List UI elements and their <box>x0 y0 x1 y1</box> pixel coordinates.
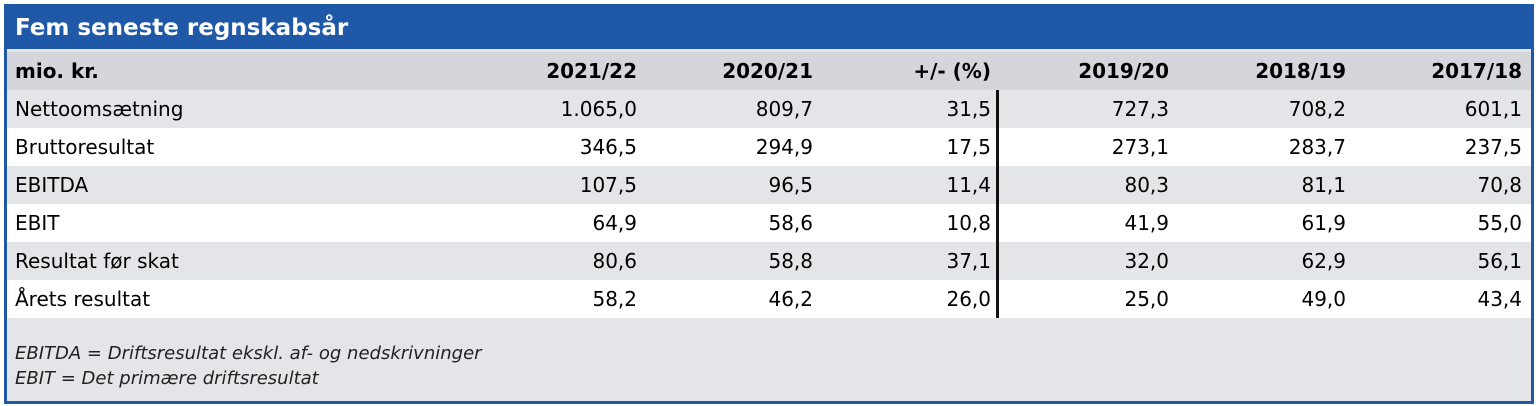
cell-value: 81,1 <box>1301 173 1346 197</box>
table-row: Årets resultat 58,2 46,2 26,0 25,0 49,0 43,4 <box>7 280 1531 318</box>
cell-value: 25,0 <box>1124 287 1169 311</box>
cell-value: 708,2 <box>1288 97 1346 121</box>
cell-value: 1.065,0 <box>560 97 637 121</box>
column-header: 2019/20 <box>1078 59 1169 83</box>
cell-value: 727,3 <box>1111 97 1169 121</box>
table-panel: Fem seneste regnskabsår mio. kr. 2021/22 2… <box>4 4 1534 404</box>
table-row: EBITDA 107,5 96,5 11,4 80,3 81,1 70,8 <box>7 166 1531 204</box>
cell-value: 283,7 <box>1288 135 1346 159</box>
panel-title: Fem seneste regnskabsår <box>7 7 1531 49</box>
cell-value: 49,0 <box>1301 287 1346 311</box>
cell-value: 58,8 <box>768 249 813 273</box>
cell-value: 294,9 <box>755 135 813 159</box>
cell-value: 61,9 <box>1301 211 1346 235</box>
cell-value: 10,8 <box>946 211 991 235</box>
cell-value: 64,9 <box>592 211 637 235</box>
cell-value: 11,4 <box>946 173 991 197</box>
column-header: mio. kr. <box>15 59 99 83</box>
column-header: 2017/18 <box>1431 59 1522 83</box>
cell-value: 17,5 <box>946 135 991 159</box>
cell-value: 601,1 <box>1464 97 1522 121</box>
footnote: EBIT = Det primære driftsresultat <box>15 368 319 389</box>
cell-value: 237,5 <box>1464 135 1522 159</box>
cell-value: 32,0 <box>1124 249 1169 273</box>
row-label: Bruttoresultat <box>15 135 155 159</box>
cell-value: 41,9 <box>1124 211 1169 235</box>
cell-value: 55,0 <box>1477 211 1522 235</box>
row-label: Resultat før skat <box>15 249 179 273</box>
cell-value: 46,2 <box>768 287 813 311</box>
cell-value: 26,0 <box>946 287 991 311</box>
row-label: EBITDA <box>15 173 89 197</box>
column-header: +/- (%) <box>913 59 991 83</box>
cell-value: 56,1 <box>1477 249 1522 273</box>
row-label: Årets resultat <box>15 287 151 311</box>
divider <box>996 90 999 318</box>
cell-value: 80,3 <box>1124 173 1169 197</box>
cell-value: 107,5 <box>579 173 637 197</box>
cell-value: 58,2 <box>592 287 637 311</box>
cell-value: 809,7 <box>755 97 813 121</box>
column-header: 2021/22 <box>546 59 637 83</box>
cell-value: 70,8 <box>1477 173 1522 197</box>
cell-value: 31,5 <box>946 97 991 121</box>
column-header: 2018/19 <box>1255 59 1346 83</box>
cell-value: 96,5 <box>768 173 813 197</box>
table-row: Nettoomsætning 1.065,0 809,7 31,5 727,3 708,2… <box>7 90 1531 128</box>
table-row: EBIT 64,9 58,6 10,8 41,9 61,9 55,0 <box>7 204 1531 242</box>
column-header: 2020/21 <box>722 59 813 83</box>
cell-value: 273,1 <box>1111 135 1169 159</box>
cell-value: 346,5 <box>579 135 637 159</box>
row-label: Nettoomsætning <box>15 97 184 121</box>
cell-value: 58,6 <box>768 211 813 235</box>
footnote: EBITDA = Driftsresultat ekskl. af- og ne… <box>15 343 482 364</box>
table-row: Bruttoresultat 346,5 294,9 17,5 273,1 283,7 23… <box>7 128 1531 166</box>
cell-value: 62,9 <box>1301 249 1346 273</box>
cell-value: 37,1 <box>946 249 991 273</box>
header-row: mio. kr. 2021/22 2020/21 +/- (%) 2019/20 2018… <box>7 52 1531 90</box>
table-row: Resultat før skat 80,6 58,8 37,1 32,0 62,9 56,… <box>7 242 1531 280</box>
cell-value: 43,4 <box>1477 287 1522 311</box>
row-label: EBIT <box>15 211 60 235</box>
cell-value: 80,6 <box>592 249 637 273</box>
